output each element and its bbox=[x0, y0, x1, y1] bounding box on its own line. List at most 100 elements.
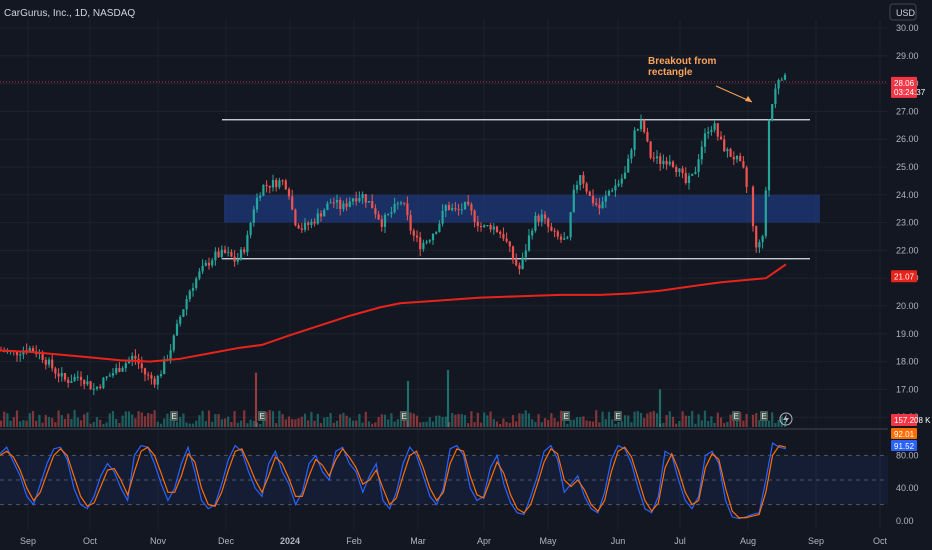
volume-bar bbox=[364, 411, 367, 427]
volume-bar bbox=[195, 420, 198, 427]
stoch-tick-label: 40.00 bbox=[896, 483, 919, 493]
volume-bar bbox=[566, 423, 569, 427]
volume-bar bbox=[227, 416, 230, 427]
candlesticks bbox=[0, 72, 787, 396]
candle-body bbox=[163, 359, 166, 375]
candle-body bbox=[441, 210, 444, 224]
volume-bar bbox=[316, 413, 319, 427]
price-tick-label: 17.00 bbox=[896, 384, 919, 394]
volume-bar bbox=[531, 419, 534, 427]
currency-button[interactable]: USD bbox=[889, 3, 917, 21]
volume-bar bbox=[534, 421, 537, 427]
volume-bar bbox=[230, 422, 233, 427]
candle-body bbox=[521, 257, 524, 269]
candle-body bbox=[227, 251, 230, 253]
candle-body bbox=[310, 221, 313, 226]
volume-bar bbox=[3, 411, 6, 427]
volume-bar bbox=[63, 418, 67, 427]
candle-body bbox=[175, 323, 179, 336]
candle-body bbox=[761, 236, 764, 243]
volume-bar bbox=[348, 417, 351, 427]
last-price-tag-bg bbox=[891, 76, 917, 98]
candle-body bbox=[377, 214, 380, 220]
volume-bar bbox=[579, 417, 582, 427]
volume-bar bbox=[211, 421, 214, 427]
volume-bar bbox=[268, 410, 271, 427]
candle-body bbox=[44, 359, 47, 365]
candle-body bbox=[319, 213, 323, 217]
volume-bar bbox=[31, 411, 35, 427]
volume-bar bbox=[111, 410, 115, 427]
candle-body bbox=[415, 235, 419, 238]
volume-bar bbox=[607, 411, 611, 427]
volume-bar bbox=[358, 413, 361, 427]
volume-bar bbox=[57, 410, 60, 427]
time-tick-label: Aug bbox=[740, 536, 756, 546]
volume-bar bbox=[486, 415, 489, 427]
volume-bar bbox=[166, 413, 169, 427]
volume-bar bbox=[297, 418, 300, 427]
volume-bar bbox=[252, 420, 255, 427]
volume-bar bbox=[438, 415, 441, 427]
stochastic-axis[interactable]: 80.00 40.00 0.00 bbox=[896, 450, 919, 526]
candle-body bbox=[505, 238, 508, 242]
candle-body bbox=[271, 180, 275, 188]
volume-bar bbox=[185, 422, 188, 427]
volume-bar bbox=[777, 420, 780, 427]
candle-body bbox=[367, 201, 371, 203]
candle-body bbox=[553, 230, 556, 232]
earnings-marker-box bbox=[170, 411, 178, 421]
volume-bar bbox=[639, 412, 643, 427]
volume-bar bbox=[598, 422, 601, 427]
volume-bar bbox=[124, 411, 127, 427]
volume-bar bbox=[300, 416, 303, 427]
volume-bar bbox=[79, 420, 83, 427]
candle-body bbox=[751, 186, 755, 227]
candle-body bbox=[534, 215, 537, 231]
stoch-d-tag-bg bbox=[891, 440, 917, 451]
volume-bar bbox=[374, 422, 377, 427]
volume-bar bbox=[214, 414, 217, 427]
volume-bar bbox=[703, 410, 707, 427]
volume-bar bbox=[361, 422, 364, 427]
time-axis[interactable]: Sep Oct Nov Dec 2024 Feb Mar Apr May Jun Jul Aug Sep… bbox=[20, 536, 888, 546]
time-tick-label: 2024 bbox=[280, 536, 300, 546]
candle-body bbox=[665, 160, 668, 165]
volume-bar bbox=[409, 412, 412, 427]
lightning-icon[interactable] bbox=[779, 412, 793, 426]
candle-body bbox=[540, 214, 543, 222]
candle-body bbox=[28, 348, 31, 352]
volume-bar bbox=[460, 414, 463, 427]
currency-label: USD bbox=[896, 8, 916, 18]
candle-body bbox=[47, 359, 51, 365]
candle-body bbox=[780, 79, 783, 81]
stoch-d-line bbox=[0, 444, 787, 519]
volume-bar bbox=[281, 414, 284, 427]
volume-bar bbox=[207, 410, 211, 427]
candle-body bbox=[297, 225, 300, 229]
volume-bar bbox=[319, 423, 323, 427]
candle-body bbox=[591, 195, 595, 204]
volume-bar bbox=[687, 415, 691, 427]
volume-bar bbox=[89, 423, 92, 427]
candle-body bbox=[697, 159, 700, 172]
candle-body bbox=[511, 246, 515, 260]
candle-body bbox=[329, 202, 332, 204]
volume-bar bbox=[41, 422, 44, 427]
candle-body bbox=[671, 161, 675, 168]
candle-body bbox=[86, 381, 89, 385]
volume-bar bbox=[537, 414, 540, 427]
candle-body bbox=[191, 287, 195, 291]
candle-body bbox=[351, 198, 355, 202]
candle-body bbox=[601, 201, 604, 209]
candle-body bbox=[419, 237, 422, 250]
candle-body bbox=[60, 373, 63, 377]
candle-body bbox=[726, 149, 729, 152]
candle-body bbox=[243, 249, 246, 253]
candle-body bbox=[364, 194, 367, 203]
volume-bar bbox=[291, 419, 294, 427]
price-tick-label: 23.00 bbox=[896, 218, 919, 228]
candle-body bbox=[550, 226, 553, 231]
volume-bar bbox=[489, 411, 492, 427]
